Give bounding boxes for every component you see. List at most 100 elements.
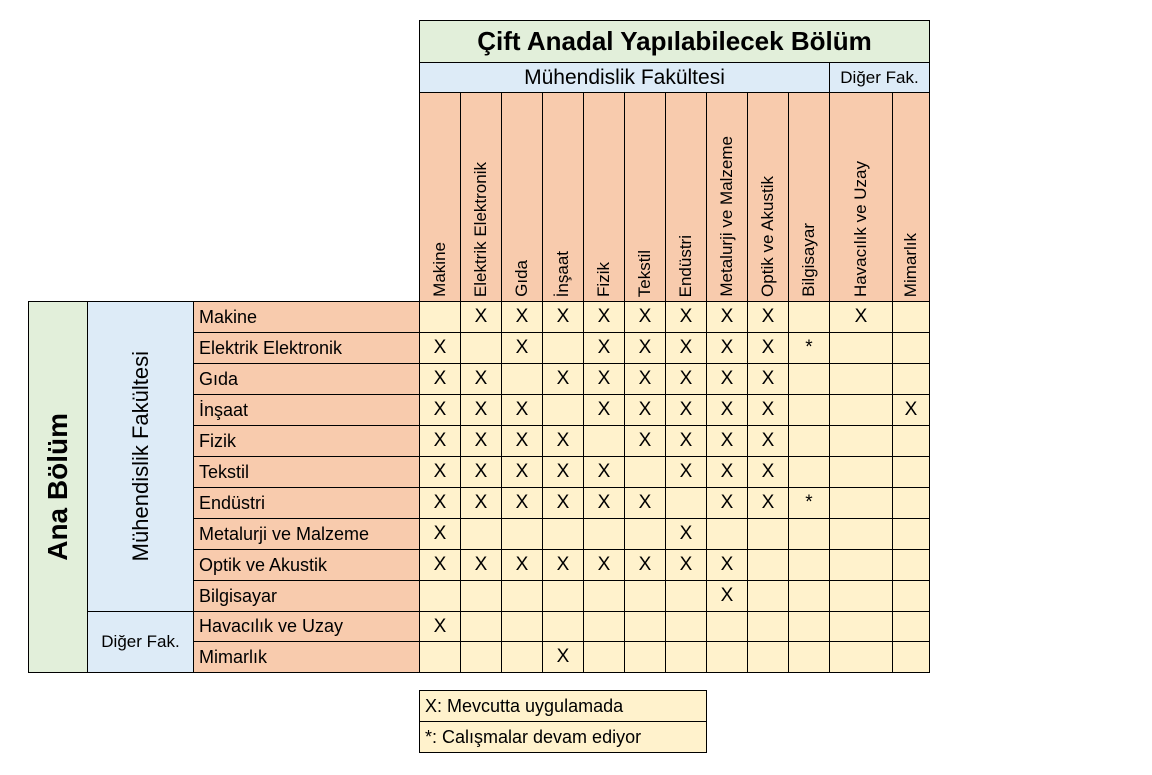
cell-available: X [706, 332, 748, 364]
cell-available-text: X [761, 368, 775, 389]
row-label-text: Makine [199, 306, 258, 327]
cell-available: X [501, 456, 543, 488]
cell-available-text: X [515, 337, 529, 358]
cell-available: X [747, 363, 789, 395]
cell-available: X [747, 394, 789, 426]
row-label-text: Bilgisayar [199, 585, 278, 606]
cell-empty [501, 363, 543, 395]
cell-empty [706, 611, 748, 642]
cell-available-text: X [433, 615, 447, 637]
legend-in-progress-text: *: Calışmalar devam ediyor [425, 726, 642, 747]
cell-empty [829, 549, 893, 581]
cell-available: X [501, 549, 543, 581]
cell-available: X [583, 456, 625, 488]
row-label: Makine [193, 301, 420, 333]
column-header: İnşaat [542, 92, 584, 302]
column-header: Makine [419, 92, 461, 302]
cell-available-text: X [761, 399, 775, 420]
cell-available-text: X [761, 306, 775, 327]
cell-empty [892, 580, 930, 612]
cell-available: X [542, 549, 584, 581]
cell-available: X [501, 394, 543, 426]
cell-available-text: X [433, 430, 447, 451]
cell-available-text: X [474, 461, 488, 482]
cell-empty [892, 549, 930, 581]
cell-available-text: X [433, 523, 447, 544]
cell-empty [829, 456, 893, 488]
cell-empty [501, 641, 543, 673]
cell-available: X [542, 641, 584, 673]
cell-available: X [624, 549, 666, 581]
cell-available-text: X [679, 368, 693, 389]
cell-in-progress-text: * [805, 337, 813, 358]
row-label-text: Metalurji ve Malzeme [199, 523, 370, 544]
cell-available: X [706, 363, 748, 395]
cell-available-text: X [597, 337, 611, 358]
cell-available-text: X [638, 430, 652, 451]
column-header-text: Metalurji ve Malzeme [717, 136, 736, 297]
cell-available: X [706, 394, 748, 426]
cell-available: X [665, 425, 707, 457]
cell-available-text: X [761, 492, 775, 513]
cell-available-text: X [556, 368, 570, 389]
cell-available-text: X [638, 306, 652, 327]
cell-available-text: X [679, 461, 693, 482]
cell-empty [829, 518, 893, 550]
cell-empty [542, 580, 584, 612]
legend-available: X: Mevcutta uygulamada [419, 690, 707, 722]
cell-empty [419, 301, 461, 333]
cell-empty [829, 580, 893, 612]
cell-empty [892, 487, 930, 519]
cell-available-text: X [474, 306, 488, 327]
cell-available: X [665, 332, 707, 364]
cell-in-progress: * [788, 332, 830, 364]
cell-available: X [419, 425, 461, 457]
cell-empty [829, 611, 893, 642]
cell-available-text: X [761, 430, 775, 451]
cell-empty [788, 425, 830, 457]
cell-empty [624, 611, 666, 642]
column-header-text: Mimarlık [901, 232, 920, 297]
cell-available-text: X [433, 492, 447, 513]
cell-available: X [624, 487, 666, 519]
cell-available-text: X [556, 554, 570, 575]
row-group-engineering: Mühendislik Fakültesi [87, 301, 194, 612]
cell-empty [892, 611, 930, 642]
column-header-text: Gıda [512, 260, 531, 297]
cell-empty [829, 425, 893, 457]
cell-available: X [892, 394, 930, 426]
cell-available-text: X [433, 399, 447, 420]
cell-available-text: X [515, 306, 529, 327]
cell-available-text: X [597, 554, 611, 575]
table-title: Çift Anadal Yapılabilecek Bölüm [419, 20, 930, 63]
cell-empty [624, 518, 666, 550]
cell-available-text: X [433, 337, 447, 358]
row-label: Metalurji ve Malzeme [193, 518, 420, 550]
cell-available-text: X [556, 306, 570, 327]
cell-available: X [747, 301, 789, 333]
column-header: Metalurji ve Malzeme [706, 92, 748, 302]
cell-empty [460, 641, 502, 673]
cell-empty [788, 456, 830, 488]
cell-empty [747, 518, 789, 550]
legend-available-text: X: Mevcutta uygulamada [425, 695, 624, 716]
cell-available-text: X [597, 368, 611, 389]
column-header: Elektrik Elektronik [460, 92, 502, 302]
cell-empty [624, 580, 666, 612]
cell-empty [583, 518, 625, 550]
cell-available: X [501, 301, 543, 333]
cell-available: X [706, 549, 748, 581]
cell-available: X [419, 487, 461, 519]
cell-available-text: X [515, 492, 529, 513]
cell-available-text: X [597, 306, 611, 327]
cell-empty [706, 518, 748, 550]
cell-available: X [583, 394, 625, 426]
cell-available-text: X [515, 461, 529, 482]
cell-available: X [460, 425, 502, 457]
cell-available-text: X [638, 554, 652, 575]
cell-available-text: X [474, 368, 488, 389]
cell-available: X [501, 487, 543, 519]
cell-available: X [501, 332, 543, 364]
cell-available-text: X [854, 306, 868, 327]
column-header-text: Fizik [594, 262, 613, 297]
